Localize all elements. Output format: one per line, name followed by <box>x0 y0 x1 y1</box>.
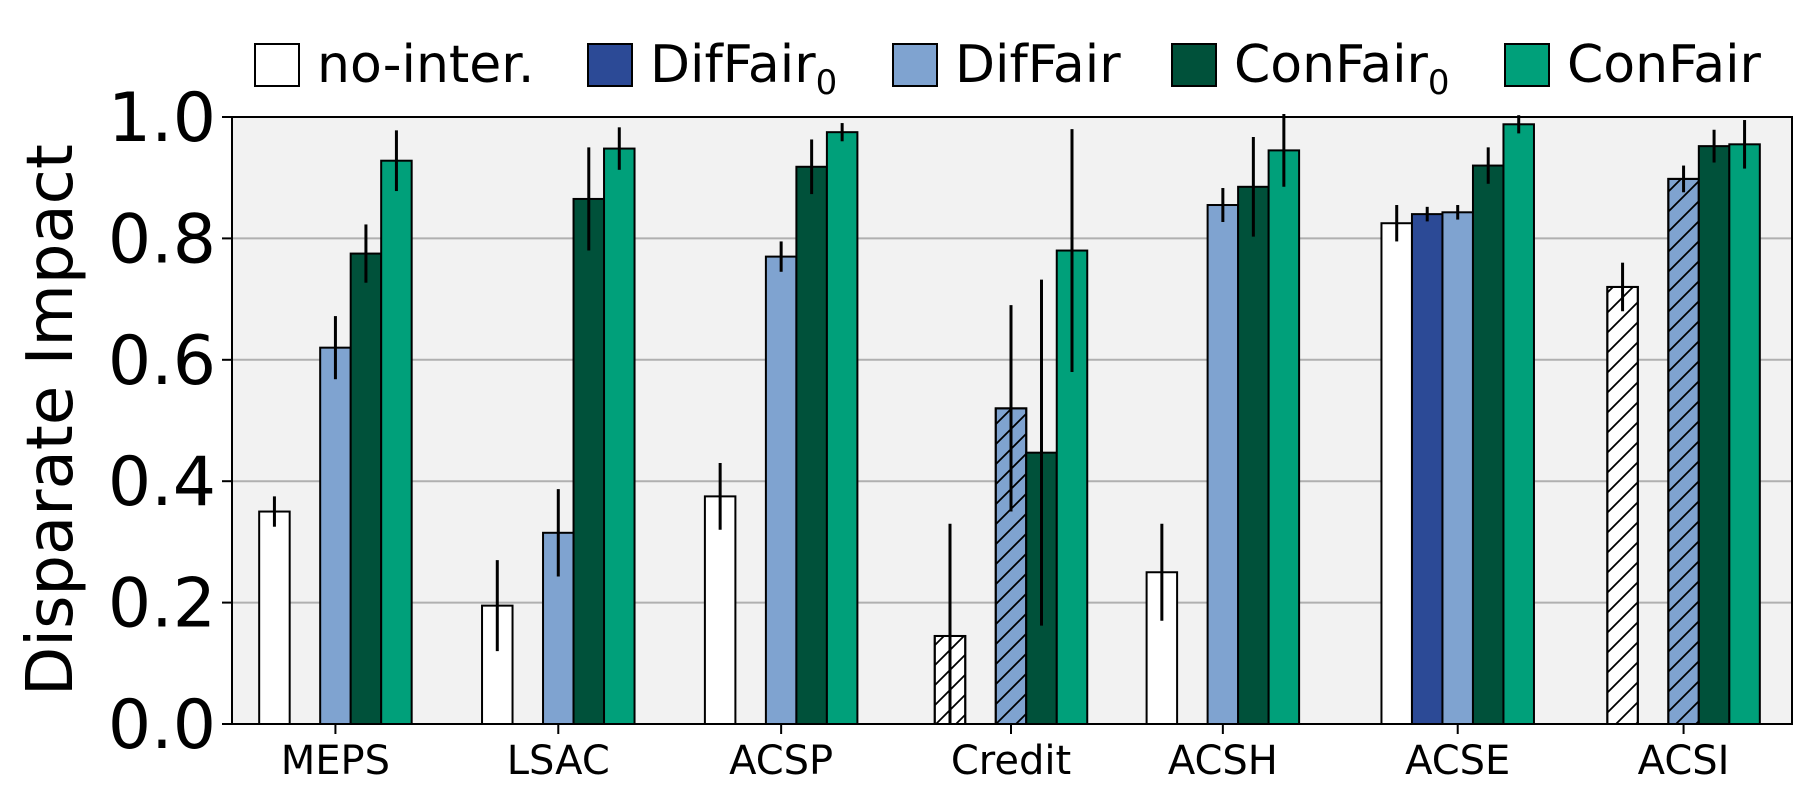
y-axis-label: Disparate Impact <box>14 144 88 696</box>
bar-hatch-6-0 <box>1606 285 1639 725</box>
legend-swatch-3 <box>1171 43 1217 87</box>
bar-0-3 <box>349 252 383 725</box>
legend-swatch-2 <box>892 43 938 87</box>
bar-hatch-6-2 <box>1667 177 1700 725</box>
bar-2-0 <box>703 495 737 725</box>
x-tick-label-2: ACSP <box>729 738 833 784</box>
bar-1-4 <box>603 147 636 725</box>
legend-swatch-0 <box>254 43 300 87</box>
legend-label-1: DifFair0 <box>650 35 837 103</box>
bar-5-0 <box>1380 222 1413 725</box>
y-tick-label-1: 0.2 <box>108 565 216 644</box>
legend-label-0: no-inter. <box>317 35 534 95</box>
bar-4-3 <box>1237 185 1270 725</box>
legend-label-subscript-1: 0 <box>816 63 838 103</box>
y-tick-label-3: 0.6 <box>108 322 216 401</box>
error-bars <box>272 113 1747 724</box>
legend-swatch-4 <box>1504 43 1550 87</box>
bar-2-4 <box>825 131 859 726</box>
bar-0-4 <box>380 159 413 726</box>
bar-5-3 <box>1471 164 1505 725</box>
y-tick-label-2: 0.4 <box>108 443 216 522</box>
bar-2-2 <box>764 255 798 725</box>
x-tick-label-6: ACSI <box>1638 738 1730 784</box>
bar-5-2 <box>1441 211 1474 725</box>
x-tick-label-1: LSAC <box>507 738 610 784</box>
bar-1-3 <box>572 197 606 725</box>
y-tick-label-5: 1.0 <box>108 79 216 158</box>
legend-swatch-1 <box>587 43 633 87</box>
y-axis: 0.0 0.2 0.4 0.6 0.8 1.0 <box>108 79 232 765</box>
bar-6-4 <box>1728 143 1761 725</box>
x-tick-label-0: MEPS <box>281 738 390 784</box>
bar-0-2 <box>319 346 352 725</box>
x-tick-label-4: ACSH <box>1168 738 1278 784</box>
bar-4-2 <box>1206 204 1240 725</box>
bar-2-3 <box>795 165 828 726</box>
x-tick-label-3: Credit <box>951 738 1071 784</box>
y-tick-label-0: 0.0 <box>108 686 216 765</box>
legend: no-inter. DifFair0 DifFair ConFair0 ConFair <box>254 35 1762 103</box>
x-tick-label-5: ACSE <box>1405 738 1510 784</box>
legend-label-4: ConFair <box>1567 35 1762 95</box>
bar-5-1 <box>1410 213 1444 725</box>
legend-label-3: ConFair0 <box>1234 35 1450 103</box>
legend-label-subscript-3: 0 <box>1428 63 1450 103</box>
legend-label-2: DifFair <box>955 35 1121 95</box>
bar-4-4 <box>1267 149 1301 725</box>
y-tick-label-4: 0.8 <box>108 200 216 279</box>
x-axis: MEPS LSAC ACSP Credit ACSH ACSE ACSI <box>281 724 1730 784</box>
bar-6-3 <box>1697 145 1731 726</box>
bar-0-0 <box>258 510 291 725</box>
bars <box>258 123 1761 726</box>
bar-5-4 <box>1502 123 1535 725</box>
